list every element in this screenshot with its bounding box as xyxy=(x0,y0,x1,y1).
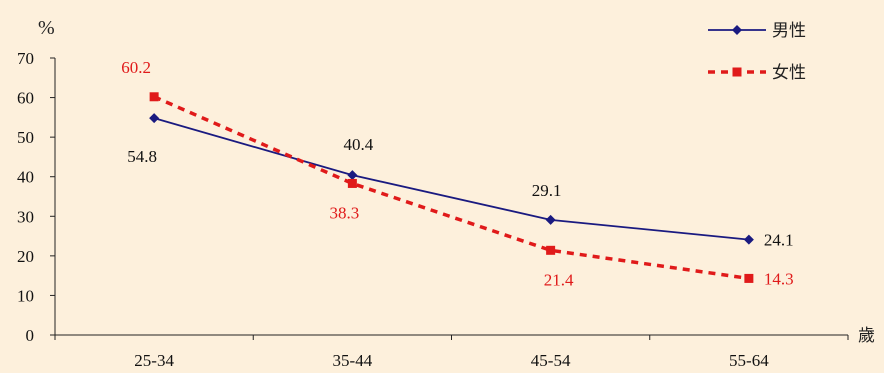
y-tick-label: 0 xyxy=(26,326,35,345)
y-tick-label: 40 xyxy=(17,168,34,187)
x-tick-label: 25-34 xyxy=(134,351,174,370)
x-tick-label: 55-64 xyxy=(729,351,769,370)
data-point-diamond xyxy=(347,170,358,181)
data-point-square xyxy=(546,245,556,255)
x-tick-label: 45-54 xyxy=(531,351,571,370)
legend-label-0: 男性 xyxy=(772,21,806,41)
y-tick-label: 60 xyxy=(17,89,34,108)
data-label: 38.3 xyxy=(330,203,360,222)
data-label: 24.1 xyxy=(764,231,794,250)
y-tick-label: 50 xyxy=(17,128,34,147)
y-tick-label: 70 xyxy=(17,49,34,68)
x-tick-label: 35-44 xyxy=(333,351,373,370)
y-tick-label: 10 xyxy=(17,286,34,305)
series-layer: 54.8 40.4 29.1 24.1 60.2 38.3 21.4 14.3 xyxy=(121,58,793,290)
y-tick-label: 20 xyxy=(17,247,34,266)
x-axis-unit-label: 歲 xyxy=(858,326,875,346)
data-label: 21.4 xyxy=(544,270,574,289)
data-point-square xyxy=(347,178,357,188)
data-point-diamond xyxy=(149,113,160,124)
legend-marker-diamond xyxy=(732,25,742,35)
series-line-1 xyxy=(153,95,750,281)
data-label: 40.4 xyxy=(344,135,374,154)
data-point-diamond xyxy=(743,234,754,245)
data-point-square xyxy=(744,273,754,283)
data-point-square xyxy=(149,92,159,102)
series-line-0 xyxy=(153,117,749,241)
legend-marker-square xyxy=(732,67,742,77)
y-axis-label: % xyxy=(38,17,55,39)
axes: 0 10 20 30 40 50 60 70 25-34 35-44 45-54 55-64% 歲 xyxy=(17,17,875,370)
legend-label-1: 女性 xyxy=(772,63,806,83)
data-label: 60.2 xyxy=(121,58,151,77)
data-point-diamond xyxy=(545,214,556,225)
y-tick-label: 30 xyxy=(17,207,34,226)
data-label: 54.8 xyxy=(127,147,157,166)
data-label: 14.3 xyxy=(764,269,794,288)
data-label: 29.1 xyxy=(532,181,562,200)
